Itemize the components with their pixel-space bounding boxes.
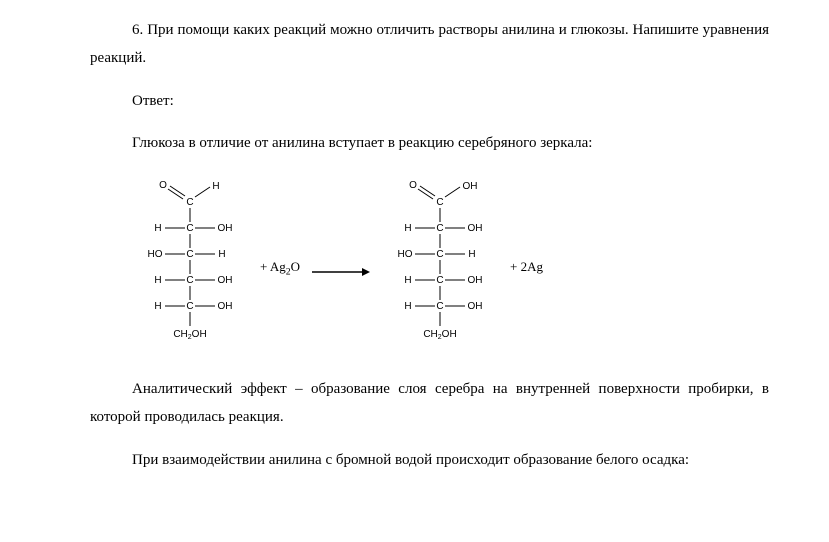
svg-text:O: O xyxy=(409,180,417,191)
reaction-equation: C O H C H OH C xyxy=(90,173,769,361)
svg-text:H: H xyxy=(468,249,475,260)
svg-text:C: C xyxy=(436,197,443,208)
gluconic-acid-structure: C O OH C H OH C HO xyxy=(380,179,500,355)
answer-line-3: При взаимодействии анилина с бромной вод… xyxy=(90,447,769,475)
svg-text:C: C xyxy=(186,197,193,208)
answer-line-2: Аналитический эффект – образование слоя … xyxy=(90,376,769,432)
svg-text:H: H xyxy=(404,223,411,234)
answer-line-1: Глюкоза в отличие от анилина вступает в … xyxy=(90,130,769,158)
answer-label: Ответ: xyxy=(90,88,769,116)
svg-text:H: H xyxy=(404,275,411,286)
product-suffix: + 2Ag xyxy=(510,255,543,279)
svg-text:H: H xyxy=(154,301,161,312)
svg-text:C: C xyxy=(186,275,193,286)
svg-text:OH: OH xyxy=(468,275,483,286)
svg-text:CH2OH: CH2OH xyxy=(423,329,456,341)
svg-text:OH: OH xyxy=(218,275,233,286)
arrow-icon xyxy=(310,261,370,273)
svg-text:C: C xyxy=(436,223,443,234)
svg-text:C: C xyxy=(186,223,193,234)
svg-text:H: H xyxy=(218,249,225,260)
svg-text:C: C xyxy=(436,301,443,312)
svg-text:H: H xyxy=(154,223,161,234)
svg-text:OH: OH xyxy=(463,181,478,192)
svg-text:C: C xyxy=(186,249,193,260)
svg-text:C: C xyxy=(436,275,443,286)
svg-text:HO: HO xyxy=(398,249,413,260)
question: 6. При помощи каких реакций можно отличи… xyxy=(90,17,769,73)
svg-text:C: C xyxy=(436,249,443,260)
glucose-structure: C O H C H OH C xyxy=(130,179,250,355)
svg-text:O: O xyxy=(159,180,167,191)
svg-text:HO: HO xyxy=(148,249,163,260)
svg-text:C: C xyxy=(186,301,193,312)
svg-text:H: H xyxy=(212,181,219,192)
svg-text:OH: OH xyxy=(218,301,233,312)
svg-text:H: H xyxy=(404,301,411,312)
svg-text:H: H xyxy=(154,275,161,286)
svg-text:CH2OH: CH2OH xyxy=(173,329,206,341)
svg-text:OH: OH xyxy=(468,223,483,234)
reagent-label: + Ag2O xyxy=(260,255,300,279)
svg-text:OH: OH xyxy=(468,301,483,312)
svg-text:OH: OH xyxy=(218,223,233,234)
